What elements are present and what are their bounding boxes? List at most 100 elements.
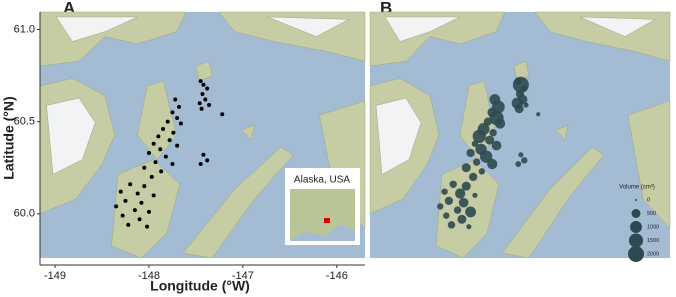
site-bubble	[466, 224, 472, 230]
site-bubble	[521, 157, 528, 164]
site-point	[118, 189, 123, 194]
site-point	[198, 162, 203, 167]
site-bubble	[515, 161, 522, 167]
site-bubble	[461, 163, 471, 173]
site-bubble	[447, 221, 456, 229]
y-axis-label: Latitude (°N)	[1, 96, 17, 179]
site-bubble	[514, 104, 524, 114]
x-tick-label: -149	[44, 270, 66, 282]
size-legend-label: 0	[647, 197, 650, 203]
site-bubble	[491, 140, 502, 151]
site-point	[126, 222, 131, 227]
site-point	[173, 97, 178, 102]
size-legend-label: 1500	[647, 238, 659, 244]
site-point	[158, 147, 163, 152]
site-bubble	[455, 188, 466, 199]
site-point	[165, 119, 170, 124]
site-point	[171, 130, 176, 135]
size-legend-key	[631, 209, 641, 218]
glacier	[384, 16, 461, 42]
land	[241, 124, 255, 141]
land	[195, 60, 213, 82]
site-bubble	[453, 206, 462, 214]
land	[501, 146, 605, 259]
land	[627, 100, 671, 230]
site-bubble	[443, 212, 450, 219]
x-tick-label: -147	[232, 270, 254, 282]
site-bubble	[479, 150, 493, 163]
x-axis-label: Longitude (°W)	[150, 278, 250, 294]
site-point	[205, 86, 210, 91]
size-legend-key	[630, 221, 642, 233]
site-point	[120, 213, 125, 218]
inset-land	[290, 189, 355, 240]
size-legend-label: 2000	[647, 251, 659, 257]
site-point	[149, 174, 154, 179]
site-bubble	[536, 112, 541, 117]
site-point	[135, 191, 140, 196]
site-point	[163, 154, 168, 159]
glacier	[55, 16, 138, 42]
site-bubble	[521, 85, 528, 92]
site-point	[161, 127, 166, 132]
site-point	[132, 208, 137, 213]
site-point	[201, 82, 206, 87]
y-tick-label: 60.5	[14, 116, 35, 128]
site-point	[170, 162, 175, 167]
land	[137, 80, 177, 161]
land	[182, 146, 294, 259]
site-point	[137, 217, 142, 222]
site-bubble	[465, 206, 477, 218]
inset-label: Alaska, USA	[294, 175, 350, 186]
site-point	[199, 106, 204, 111]
glacier	[46, 97, 96, 175]
size-legend-title: Volume (cm³)	[619, 185, 655, 191]
site-bubble	[441, 188, 448, 195]
site-bubble	[478, 168, 486, 175]
site-bubble	[471, 140, 479, 147]
site-bubble	[472, 158, 481, 166]
site-point	[146, 209, 151, 214]
x-tick-label: -148	[138, 270, 160, 282]
site-bubble	[457, 214, 467, 224]
site-point	[151, 141, 156, 146]
site-point	[201, 152, 206, 157]
site-point	[175, 143, 180, 148]
site-point	[170, 110, 175, 115]
glacier	[579, 16, 656, 37]
site-point	[151, 193, 156, 198]
site-bubble	[523, 102, 529, 108]
size-legend-label: 500	[647, 211, 656, 217]
site-point	[153, 160, 158, 165]
site-bubble	[518, 152, 524, 158]
site-point	[203, 97, 208, 102]
site-point	[167, 138, 172, 143]
site-point	[123, 198, 128, 203]
site-bubble	[487, 158, 498, 170]
x-tick-label: -146	[326, 270, 348, 282]
site-bubble	[469, 172, 478, 182]
site-point	[177, 104, 182, 109]
glacier	[267, 16, 350, 37]
site-bubble	[437, 203, 444, 210]
site-bubble	[472, 192, 478, 198]
land	[513, 60, 530, 82]
site-point	[178, 121, 183, 126]
site-bubble	[458, 197, 469, 208]
land	[555, 124, 569, 141]
site-point	[128, 182, 133, 187]
site-bubble	[485, 135, 495, 145]
site-point	[146, 150, 151, 155]
site-point	[198, 79, 203, 84]
site-point	[200, 92, 205, 96]
site-point	[142, 184, 147, 189]
site-point	[156, 134, 161, 139]
site-bubble	[466, 148, 475, 158]
y-tick-label: 60.0	[14, 208, 35, 220]
site-point	[175, 115, 180, 120]
site-point	[159, 169, 164, 174]
site-bubble	[444, 196, 454, 206]
size-legend-key	[628, 233, 644, 248]
site-point	[205, 158, 210, 163]
